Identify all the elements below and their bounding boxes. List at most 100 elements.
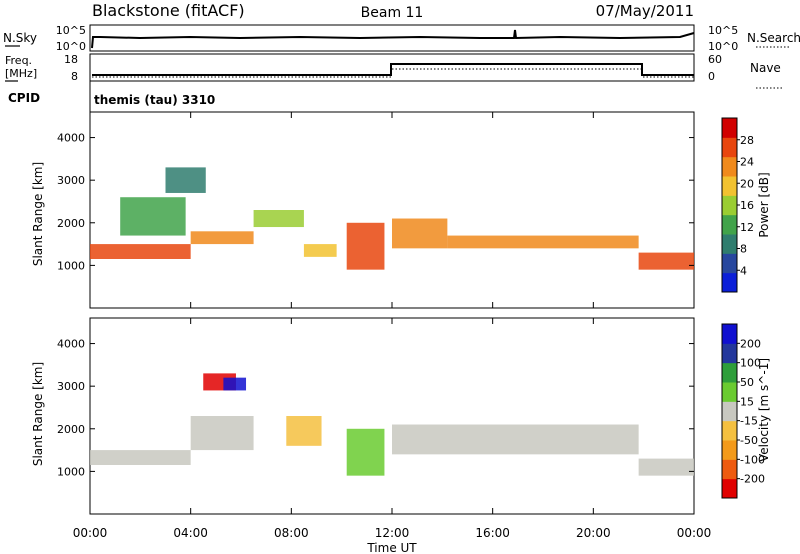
- velocity-y-label: Slant Range [km]: [31, 362, 45, 466]
- freq-label-2: [MHz]: [5, 67, 37, 80]
- power-colorbar-swatch: [722, 272, 737, 293]
- x-tick-label: 08:00: [274, 526, 309, 540]
- power-colorbar-tick-label: 20: [740, 177, 754, 190]
- velocity-colorbar-swatch: [722, 459, 737, 480]
- power-echo-band: [303, 244, 337, 257]
- nave-trace: [92, 68, 694, 78]
- velocity-colorbar-tick-label: 50: [740, 376, 754, 389]
- power-colorbar-swatch: [722, 156, 737, 177]
- station-title: Blackstone (fitACF): [92, 1, 245, 20]
- velocity-colorbar-swatch: [722, 420, 737, 441]
- velocity-y-tick-label: 3000: [57, 380, 85, 393]
- velocity-colorbar-swatch: [722, 440, 737, 460]
- nave-tick-bottom: 0: [708, 70, 715, 83]
- power-echo-band: [638, 252, 694, 270]
- power-echo-band: [253, 210, 304, 228]
- velocity-colorbar-tick-label: 15: [740, 395, 754, 408]
- x-tick-label: 16:00: [475, 526, 510, 540]
- velocity-panel: 1000 2000 3000 4000 Slant Range [km] -200 -1…: [31, 317, 771, 515]
- velocity-colorbar-tick-label: -200: [740, 473, 765, 486]
- power-colorbar-swatch: [722, 253, 737, 274]
- x-axis-label: Time UT: [366, 541, 417, 554]
- nsky-trace: [91, 29, 695, 49]
- cpid-panel: CPID themis (tau) 3310: [8, 81, 215, 112]
- nave-label: Nave: [750, 61, 781, 75]
- cpid-value: themis (tau) 3310: [94, 93, 215, 107]
- power-colorbar-tick-label: 24: [740, 156, 754, 169]
- power-y-tick-label: 3000: [57, 174, 85, 187]
- nsearch-tick-bottom: 10^0: [708, 40, 738, 53]
- velocity-colorbar-swatch: [722, 343, 737, 364]
- time-x-axis: 00:00 04:00 08:00 12:00 16:00 20:00 00:00: [73, 112, 711, 540]
- velocity-y-tick-label: 2000: [57, 423, 85, 436]
- power-echo-band: [190, 231, 254, 245]
- freq-tick-bottom: 8: [71, 70, 78, 83]
- power-echoes: [90, 167, 694, 270]
- power-echo-band: [346, 222, 385, 270]
- nsky-tick-bottom: 10^0: [56, 40, 86, 53]
- velocity-echo-band: [286, 416, 322, 446]
- freq-tick-top: 18: [64, 53, 78, 66]
- beam-title: Beam 11: [361, 5, 424, 21]
- nsky-tick-top: 10^5: [56, 24, 86, 37]
- velocity-colorbar-tick-label: -15: [740, 415, 758, 428]
- velocity-colorbar-swatch: [722, 401, 737, 422]
- power-echo-band: [392, 218, 448, 249]
- power-colorbar-swatch: [722, 214, 737, 235]
- power-colorbar-tick-label: 16: [740, 199, 754, 212]
- freq-nave-panel: Freq. [MHz] 18 8 60 0 Nave: [5, 53, 784, 89]
- date-title: 07/May/2011: [596, 2, 694, 20]
- power-y-tick-label: 4000: [57, 132, 85, 145]
- power-colorbar-tick-label: 4: [740, 264, 747, 277]
- velocity-echoes: [90, 373, 694, 476]
- velocity-colorbar-tick-label: 200: [740, 337, 761, 350]
- velocity-echo-band: [392, 424, 639, 455]
- power-colorbar-swatch: [722, 234, 737, 254]
- x-tick-label: 20:00: [576, 526, 611, 540]
- velocity-colorbar-swatch: [722, 362, 737, 383]
- nave-tick-top: 60: [708, 53, 722, 66]
- power-colorbar-swatch: [722, 195, 737, 216]
- freq-label-1: Freq.: [5, 54, 32, 67]
- power-colorbar-tick-label: 12: [740, 221, 754, 234]
- power-colorbar-swatch: [722, 118, 737, 138]
- velocity-echo-band: [223, 377, 247, 391]
- velocity-y-axis: 1000 2000 3000 4000: [57, 338, 694, 478]
- power-colorbar-tick-label: 8: [740, 243, 747, 256]
- sky-noise-panel: N.Sky 10^5 10^0 10^5 10^0 N.Search: [3, 24, 800, 53]
- power-echo-band: [120, 197, 186, 236]
- x-tick-label: 12:00: [375, 526, 410, 540]
- power-colorbar-swatch: [722, 176, 737, 196]
- velocity-echo-band: [90, 450, 191, 465]
- velocity-colorbar-frame: [721, 323, 738, 499]
- power-colorbar: 4 8 12 16 20 24 28: [721, 117, 754, 293]
- velocity-echo-band: [638, 458, 694, 476]
- nsky-label: N.Sky: [3, 31, 37, 45]
- power-y-axis: 1000 2000 3000 4000: [57, 132, 694, 272]
- cpid-label: CPID: [8, 91, 40, 105]
- power-colorbar-tick-label: 28: [740, 134, 754, 147]
- velocity-colorbar-tick-label: -100: [740, 453, 765, 466]
- velocity-colorbar-label: Velocity [m s^-1]: [757, 358, 771, 462]
- power-colorbar-swatch: [722, 137, 737, 158]
- power-y-tick-label: 1000: [57, 259, 85, 272]
- velocity-y-tick-label: 4000: [57, 338, 85, 351]
- velocity-colorbar-tick-label: 100: [740, 357, 761, 370]
- velocity-echo-band: [190, 416, 254, 451]
- power-y-tick-label: 2000: [57, 217, 85, 230]
- velocity-colorbar: -200 -100 -50 -15 15 50 100 200: [721, 323, 765, 499]
- velocity-y-tick-label: 1000: [57, 465, 85, 478]
- nsearch-tick-top: 10^5: [708, 24, 738, 37]
- power-echo-band: [90, 244, 191, 259]
- x-tick-label: 00:00: [73, 526, 108, 540]
- velocity-colorbar-swatch: [722, 324, 737, 344]
- velocity-colorbar-tick-label: -50: [740, 434, 758, 447]
- velocity-colorbar-swatch: [722, 382, 737, 402]
- nsearch-label: N.Search: [747, 31, 800, 45]
- power-colorbar-label: Power [dB]: [757, 172, 771, 237]
- x-tick-label: 04:00: [173, 526, 208, 540]
- freq-trace: [92, 63, 694, 76]
- power-echo-band: [447, 235, 639, 249]
- power-y-label: Slant Range [km]: [31, 162, 45, 266]
